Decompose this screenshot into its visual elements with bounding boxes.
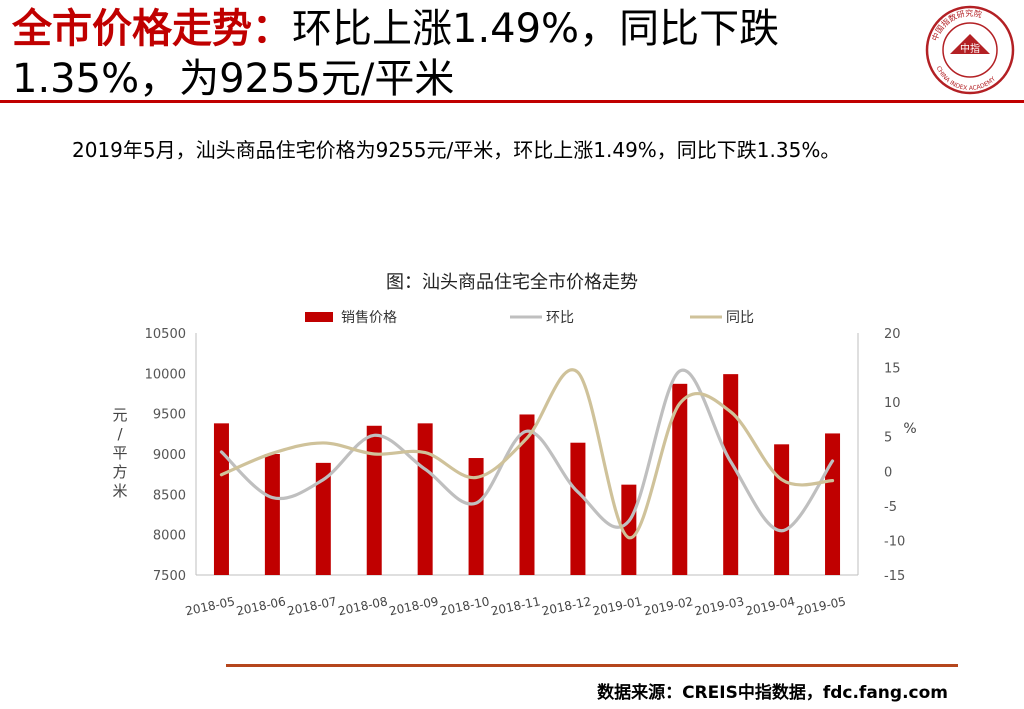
y2-tick-label: -10 bbox=[884, 534, 905, 549]
price-bar bbox=[621, 484, 637, 575]
title-rest: 环比上涨1.49%，同比下跌1.35%，为9255元/平米 bbox=[12, 6, 780, 102]
y-tick-label: 9500 bbox=[153, 408, 186, 423]
price-bar bbox=[213, 423, 229, 575]
y-axis-label-char: 方 bbox=[112, 463, 127, 481]
x-tick-label: 2018-10 bbox=[439, 594, 491, 618]
footer-divider bbox=[226, 664, 958, 667]
price-bar bbox=[519, 414, 535, 575]
y2-tick-label: -15 bbox=[884, 569, 905, 584]
title-accent: 全市价格走势： bbox=[12, 6, 292, 52]
price-bar bbox=[672, 383, 688, 575]
price-bar bbox=[315, 462, 331, 575]
price-bar bbox=[774, 444, 790, 575]
y2-tick-label: -5 bbox=[884, 500, 897, 515]
x-tick-label: 2019-05 bbox=[795, 594, 847, 618]
x-tick-label: 2018-07 bbox=[286, 594, 338, 618]
y-tick-label: 8000 bbox=[153, 529, 186, 544]
x-tick-label: 2019-03 bbox=[693, 594, 745, 618]
x-tick-label: 2018-11 bbox=[490, 594, 542, 618]
x-tick-label: 2019-01 bbox=[592, 594, 644, 618]
price-bar bbox=[570, 442, 586, 575]
yoy-line bbox=[219, 368, 835, 540]
y-tick-label: 10000 bbox=[145, 367, 186, 382]
price-bar bbox=[723, 374, 739, 575]
y2-tick-label: 15 bbox=[884, 362, 901, 377]
y-axis-label-char: 米 bbox=[112, 482, 127, 500]
data-source: 数据来源：CREIS中指数据，fdc.fang.com bbox=[597, 683, 948, 703]
price-bar bbox=[825, 433, 841, 575]
y-tick-label: 9000 bbox=[153, 448, 186, 463]
legend-label-1: 环比 bbox=[546, 310, 574, 326]
y-tick-label: 10500 bbox=[145, 327, 186, 342]
x-tick-label: 2018-12 bbox=[541, 594, 593, 618]
legend-label-2: 同比 bbox=[726, 310, 754, 326]
y-tick-label: 7500 bbox=[153, 569, 186, 584]
y2-tick-label: 20 bbox=[884, 327, 901, 342]
x-tick-label: 2018-06 bbox=[235, 594, 287, 618]
y2-axis-label: % bbox=[903, 421, 916, 437]
china-index-academy-logo: 中指 中国指数研究院 CHINA INDEX ACADEMY bbox=[925, 5, 1015, 95]
y2-tick-label: 5 bbox=[884, 431, 892, 446]
x-tick-label: 2018-09 bbox=[388, 594, 440, 618]
x-tick-label: 2019-02 bbox=[642, 594, 694, 618]
price-bar bbox=[366, 425, 382, 575]
legend-bar-swatch bbox=[305, 312, 333, 322]
intro-text: 2019年5月，汕头商品住宅价格为9255元/平米，环比上涨1.49%，同比下跌… bbox=[72, 138, 841, 162]
y2-tick-label: 0 bbox=[884, 465, 892, 480]
y2-tick-label: 10 bbox=[884, 396, 901, 411]
legend-label-0: 销售价格 bbox=[341, 310, 397, 326]
y-axis-label-char: 平 bbox=[112, 444, 127, 462]
mom-line bbox=[219, 368, 835, 533]
header-divider bbox=[0, 100, 1024, 103]
y-axis-label-char: 元 bbox=[112, 406, 127, 424]
x-tick-label: 2018-05 bbox=[184, 594, 236, 618]
chart-title: 图：汕头商品住宅全市价格走势 bbox=[386, 272, 638, 293]
x-tick-label: 2019-04 bbox=[744, 594, 796, 618]
price-bar bbox=[264, 454, 280, 575]
page-title: 全市价格走势：环比上涨1.49%，同比下跌1.35%，为9255元/平米 bbox=[12, 4, 892, 104]
price-bar bbox=[417, 423, 433, 575]
logo-center-text: 中指 bbox=[960, 42, 980, 55]
y-tick-label: 8500 bbox=[153, 488, 186, 503]
x-tick-label: 2018-08 bbox=[337, 594, 389, 618]
y-axis-label-char: / bbox=[117, 425, 123, 443]
price-bar bbox=[468, 458, 484, 575]
